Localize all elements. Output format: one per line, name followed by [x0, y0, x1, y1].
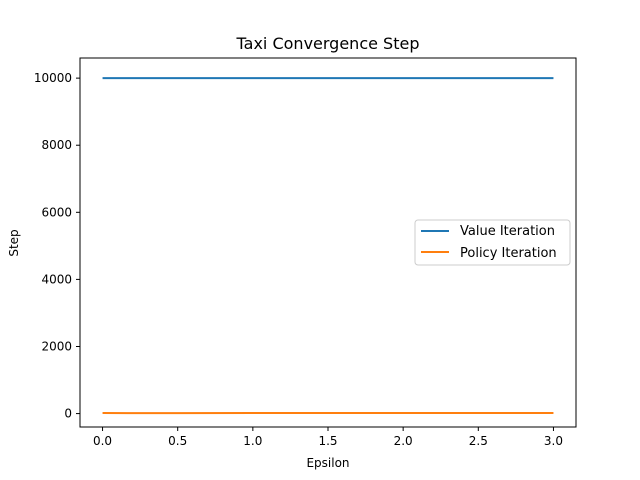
y-axis: 0 2000 4000 6000 8000 10000	[34, 71, 80, 421]
x-tick-label: 0.0	[93, 434, 112, 448]
x-tick-label: 3.0	[544, 434, 563, 448]
x-tick-label: 2.0	[394, 434, 413, 448]
chart-title: Taxi Convergence Step	[236, 34, 420, 53]
legend: Value Iteration Policy Iteration	[414, 219, 571, 266]
y-tick-label: 8000	[41, 138, 72, 152]
y-tick-label: 0	[64, 407, 72, 421]
x-tick-label: 2.5	[469, 434, 488, 448]
x-tick-label: 1.5	[318, 434, 337, 448]
legend-label-policy-iteration: Policy Iteration	[460, 246, 557, 261]
x-axis: 0.0 0.5 1.0 1.5 2.0 2.5 3.0	[93, 427, 563, 448]
legend-label-value-iteration: Value Iteration	[460, 224, 555, 239]
x-tick-label: 0.5	[168, 434, 187, 448]
y-tick-label: 4000	[41, 272, 72, 286]
legend-box	[414, 219, 571, 266]
y-axis-label: Step	[7, 229, 21, 256]
y-tick-label: 10000	[34, 71, 72, 85]
x-tick-label: 1.0	[243, 434, 262, 448]
y-tick-label: 2000	[41, 339, 72, 353]
y-tick-label: 6000	[41, 205, 72, 219]
x-axis-label: Epsilon	[306, 456, 349, 470]
series-layer	[102, 77, 554, 415]
